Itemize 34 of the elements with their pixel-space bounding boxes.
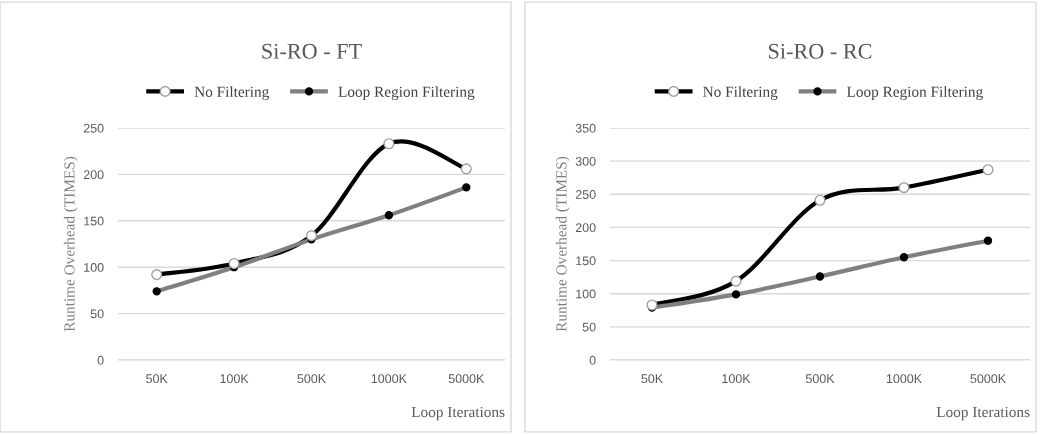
legend-label: No Filtering: [194, 86, 269, 101]
y-tick-label: 50: [90, 309, 104, 319]
legend-label: Loop Region Filtering: [338, 86, 475, 101]
chart-title: Si-RO - FT: [262, 43, 362, 59]
x-tick-label: 1000K: [371, 374, 407, 384]
y-tick-label: 150: [84, 216, 104, 226]
y-tick-label: 300: [575, 156, 596, 166]
x-tick-label: 50K: [641, 374, 663, 384]
x-tick-label: 5000K: [970, 374, 1006, 384]
x-tick-label: 500K: [297, 374, 326, 384]
x-tick-label: 5000K: [448, 374, 485, 384]
y-axis-title: Runtime Overhead (TIMES): [555, 156, 570, 332]
chart-title: Si-RO - RC: [769, 43, 872, 59]
legend-label: Loop Region Filtering: [846, 86, 983, 101]
y-tick-label: 50: [582, 322, 596, 332]
y-tick-label: 200: [575, 223, 596, 233]
x-tick-label: 500K: [805, 374, 835, 384]
y-tick-label: 0: [97, 355, 104, 365]
y-tick-label: 250: [575, 190, 596, 199]
x-axis-title: Loop Iterations: [936, 406, 1030, 421]
x-tick-label: 100K: [220, 374, 249, 384]
x-tick-label: 1000K: [886, 374, 922, 384]
y-axis-title: Runtime Overhead (TIMES): [63, 156, 78, 332]
y-tick-label: 250: [83, 123, 104, 133]
y-tick-label: 100: [576, 289, 596, 299]
x-tick-label: 100K: [722, 374, 751, 384]
legend-label: No Filtering: [703, 86, 778, 101]
y-tick-label: 350: [575, 123, 596, 133]
y-tick-label: 200: [83, 170, 104, 180]
y-tick-label: 150: [576, 256, 596, 266]
x-tick-label: 50K: [146, 374, 168, 384]
x-axis-title: Loop Iterations: [411, 406, 505, 421]
y-tick-label: 100: [84, 263, 104, 272]
y-tick-label: 0: [589, 355, 596, 365]
